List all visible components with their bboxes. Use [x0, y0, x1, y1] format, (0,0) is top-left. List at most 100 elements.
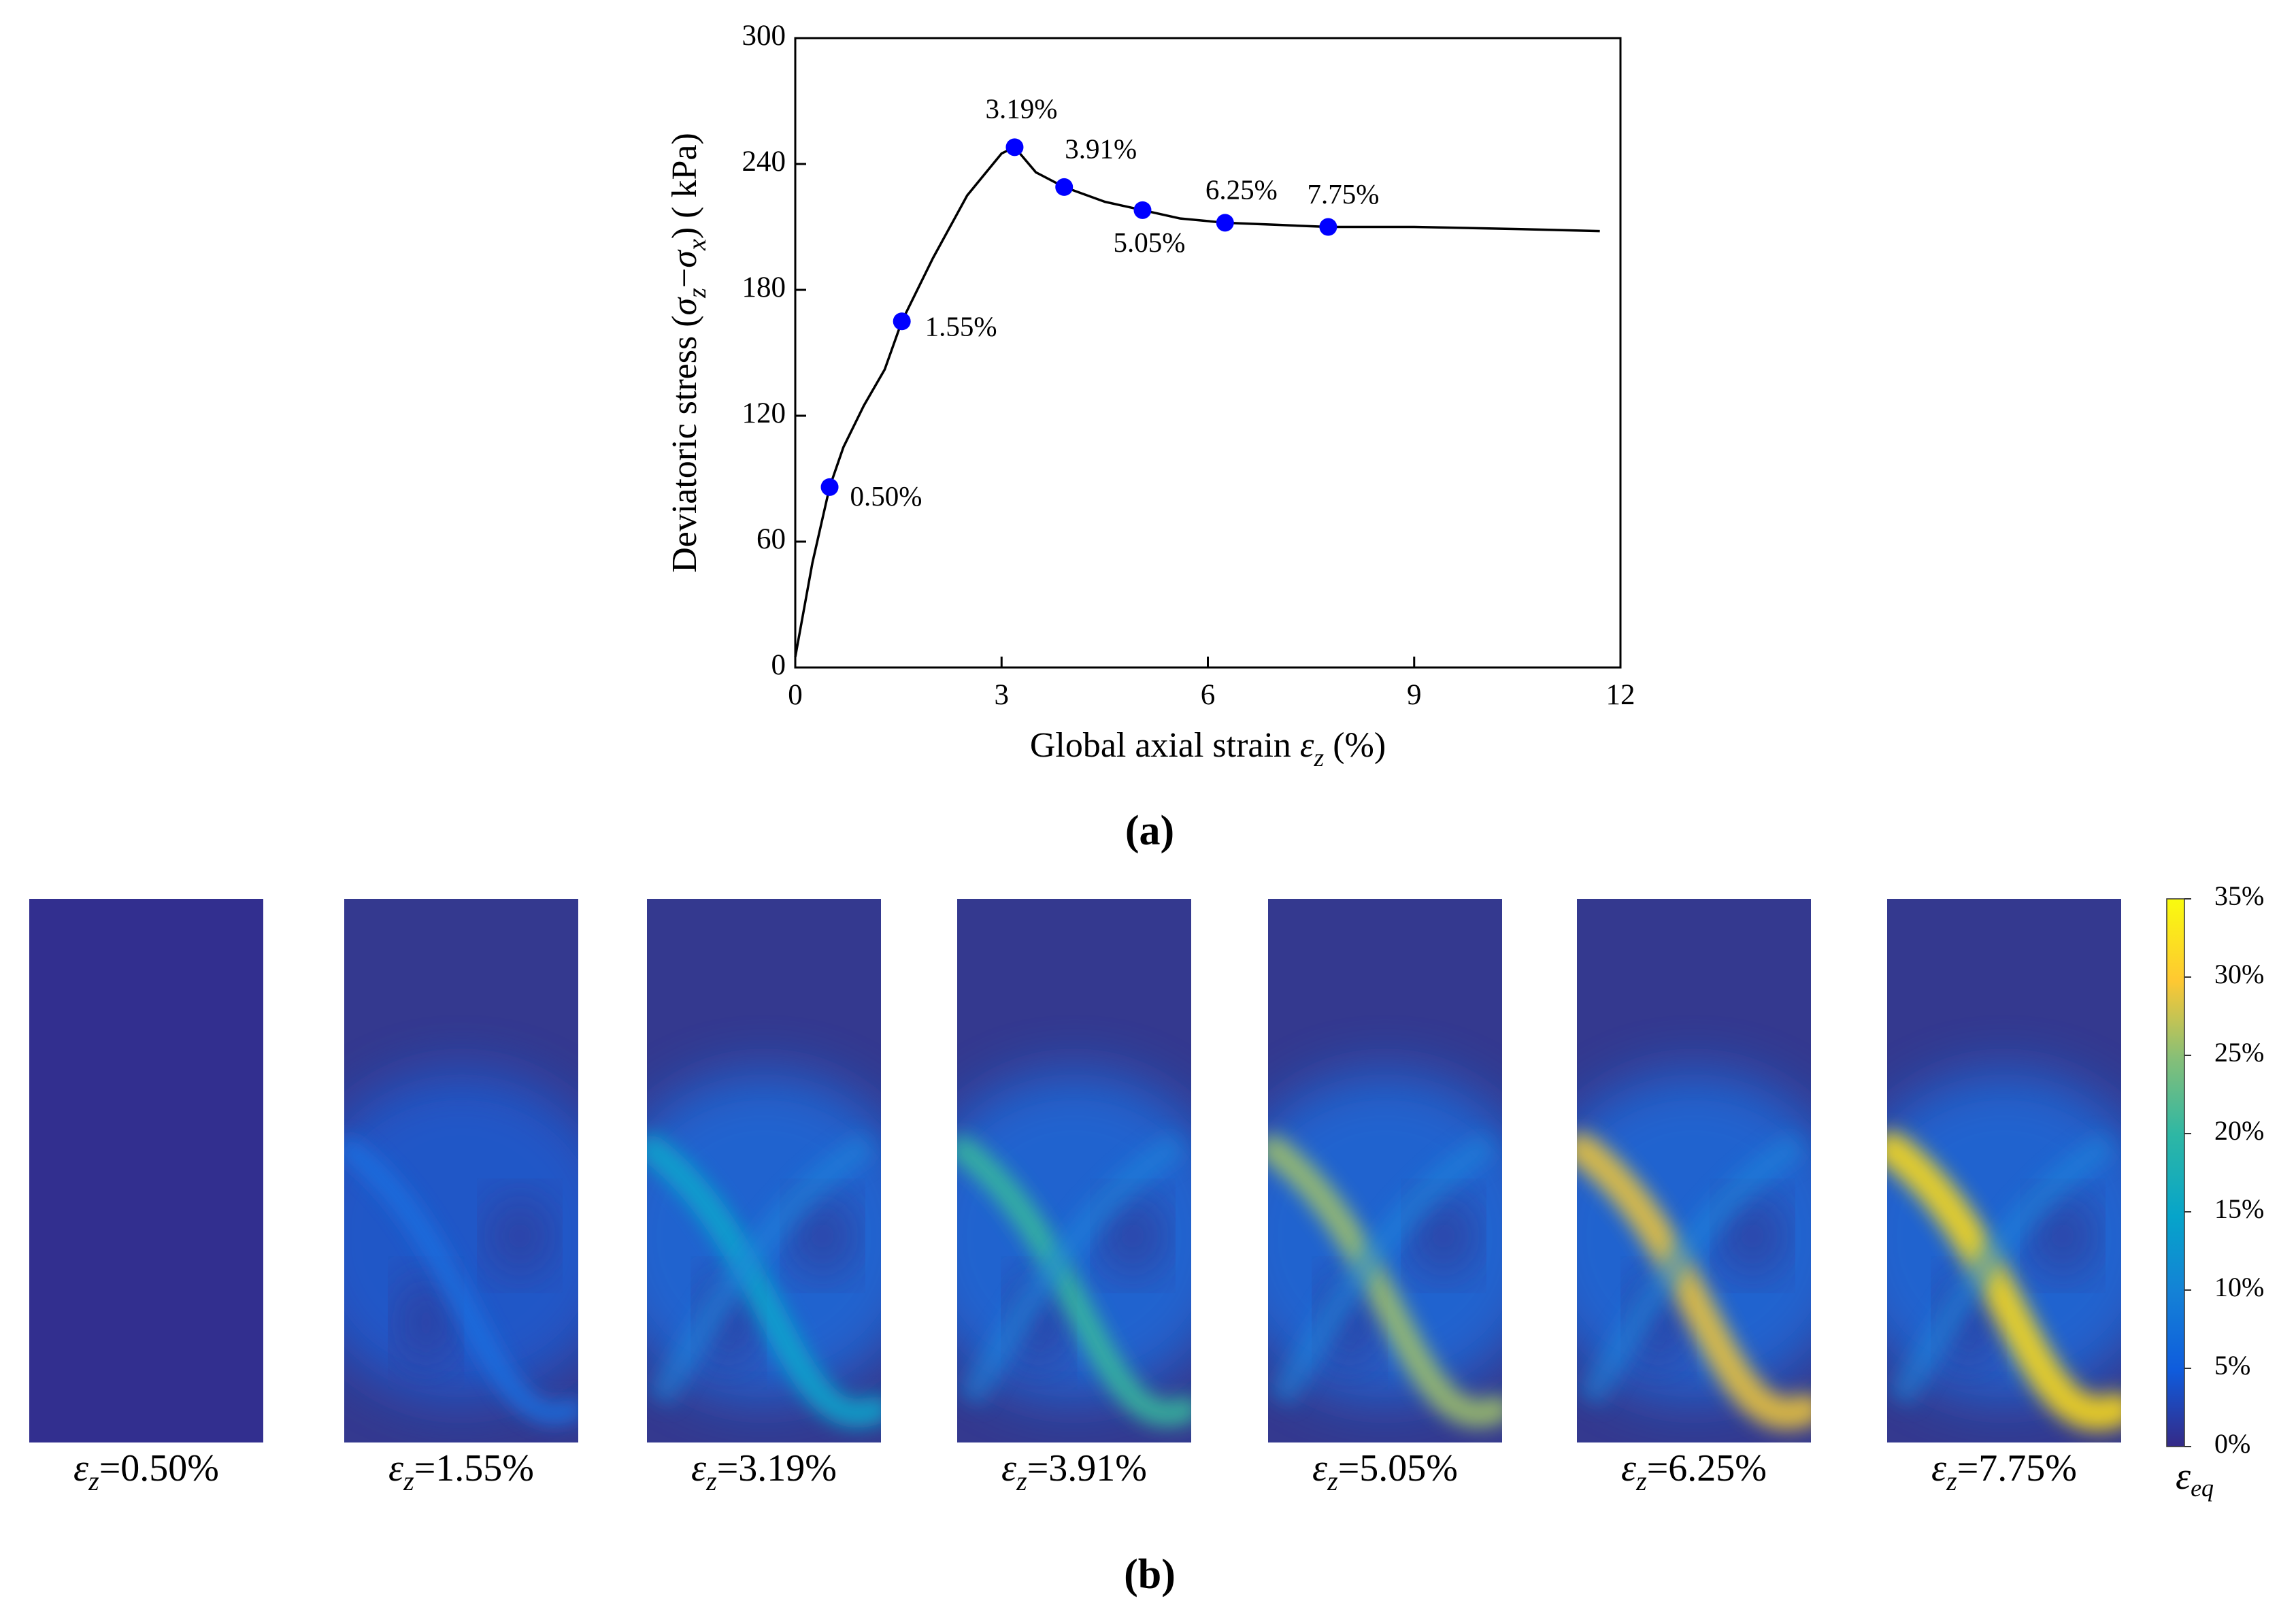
contour-caption: εz=1.55%	[388, 1447, 534, 1496]
shear-band	[957, 1136, 1191, 1427]
x-tick-label: 6	[1201, 679, 1216, 711]
secondary-band	[1887, 1132, 2116, 1406]
contour-panel	[1268, 899, 1502, 1442]
y-tick-label: 60	[756, 523, 786, 555]
x-axis-label: Global axial strain εz (%)	[1030, 726, 1386, 772]
point-label: 3.91%	[1065, 133, 1137, 164]
secondary-band	[957, 1132, 1186, 1406]
low-spot	[1413, 1195, 1474, 1277]
contour-caption: εz=0.50%	[73, 1447, 219, 1496]
marker	[1133, 201, 1152, 219]
contour-caption: εz=3.19%	[691, 1447, 837, 1496]
text-part: σ	[665, 296, 704, 315]
contour-panel	[29, 899, 263, 1442]
point-label: 7.75%	[1307, 178, 1379, 210]
text-part: ε	[388, 1447, 404, 1489]
colorbar-label: εeq	[2176, 1455, 2214, 1502]
text-part: ε	[2176, 1455, 2191, 1498]
marker	[1055, 178, 1074, 196]
text-part: z	[1313, 744, 1324, 772]
text-part: σ	[665, 249, 704, 268]
contour-panel	[647, 899, 881, 1442]
point-label: 5.05%	[1114, 227, 1186, 258]
colorbar-tick-label: 15%	[2214, 1193, 2264, 1224]
text-part: z	[683, 288, 712, 299]
shear-band	[344, 1138, 578, 1425]
contour-image	[957, 899, 1191, 1442]
y-tick-label: 300	[742, 20, 786, 52]
y-tick-label: 0	[771, 649, 786, 681]
text-part: =3.91%	[1027, 1447, 1147, 1489]
contour-panel	[957, 899, 1191, 1442]
text-part: x	[683, 239, 712, 251]
shear-band	[1887, 1131, 2121, 1431]
text-part: ε	[1001, 1447, 1017, 1489]
point-label: 3.19%	[986, 93, 1058, 125]
text-part: ε	[1300, 726, 1314, 765]
contour-image	[1268, 899, 1502, 1442]
contour-caption: εz=7.75%	[1931, 1447, 2077, 1496]
contour-caption: εz=5.05%	[1312, 1447, 1458, 1496]
x-tick-label: 3	[995, 679, 1010, 711]
contour-image	[647, 899, 881, 1442]
text-part: =6.25%	[1647, 1447, 1767, 1489]
text-part: z	[88, 1466, 99, 1496]
text-part: =7.75%	[1957, 1447, 2077, 1489]
text-part: Deviatoric stress (	[665, 315, 704, 572]
colorbar-tick-label: 10%	[2214, 1272, 2264, 1302]
text-part: ε	[691, 1447, 707, 1489]
low-spot	[489, 1195, 550, 1277]
text-part: ε	[73, 1447, 89, 1489]
low-spot	[2032, 1195, 2093, 1277]
point-label: 1.55%	[925, 311, 997, 342]
text-part: z	[1946, 1466, 1957, 1496]
contour-bg	[29, 899, 263, 1442]
secondary-band	[1577, 1132, 1806, 1406]
panel-label: (b)	[1124, 1551, 1176, 1598]
text-part: =3.19%	[717, 1447, 837, 1489]
marker	[1216, 214, 1234, 232]
x-tick-label: 9	[1407, 679, 1422, 711]
text-part: z	[705, 1466, 717, 1496]
secondary-band	[1268, 1132, 1497, 1406]
text-part: =1.55%	[414, 1447, 534, 1489]
secondary-band	[647, 1132, 876, 1406]
text-part: eq	[2191, 1474, 2214, 1502]
contour-image	[29, 899, 263, 1442]
text-part: =5.05%	[1338, 1447, 1458, 1489]
contour-image	[1577, 899, 1811, 1442]
text-part: ε	[1621, 1447, 1637, 1489]
text-part: ε	[1312, 1447, 1328, 1489]
low-spot	[1722, 1195, 1783, 1277]
marker	[820, 478, 839, 496]
text-part: z	[1327, 1466, 1338, 1496]
marker	[1005, 138, 1024, 156]
marker	[893, 312, 911, 331]
colorbar-tick-label: 20%	[2214, 1115, 2264, 1146]
curve	[794, 146, 1600, 657]
contour-panel	[1887, 899, 2121, 1442]
colorbar-tick-label: 25%	[2214, 1037, 2264, 1068]
text-part: =0.50%	[99, 1447, 219, 1489]
contour-caption: εz=3.91%	[1001, 1447, 1147, 1496]
colorbar-tick-label: 0%	[2214, 1428, 2250, 1459]
contour-panel	[1577, 899, 1811, 1442]
panel-label: (a)	[1125, 808, 1174, 854]
text-part: z	[403, 1466, 414, 1496]
text-part: ) ( kPa)	[665, 133, 704, 239]
colorbar-tick-label: 5%	[2214, 1350, 2250, 1381]
text-part: −	[665, 268, 704, 288]
contour-image	[344, 899, 578, 1442]
shear-band	[1577, 1132, 1811, 1430]
y-axis-label: Deviatoric stress (σz−σx) ( kPa)	[665, 133, 712, 573]
low-spot	[399, 1275, 454, 1371]
contour-image	[1887, 899, 2121, 1442]
colorbar-tick-label: 30%	[2214, 959, 2264, 989]
plot-frame	[794, 37, 1622, 669]
contour-panel	[344, 899, 578, 1442]
low-spot	[792, 1195, 853, 1277]
text-part: z	[1635, 1466, 1647, 1496]
point-label: 6.25%	[1205, 174, 1278, 205]
text-part: z	[1016, 1466, 1027, 1496]
mid-zone	[344, 1072, 578, 1400]
